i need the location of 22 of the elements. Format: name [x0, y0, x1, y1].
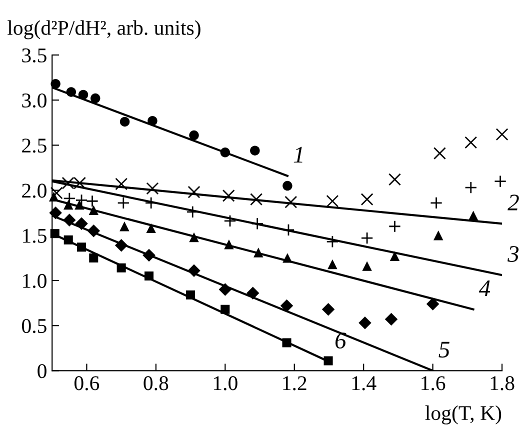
y-tick-label: 3.0 [22, 93, 46, 108]
y-tick-label: 0.5 [22, 318, 46, 334]
x-tick-label: 0.8 [144, 376, 168, 390]
y-tick-label: 3.5 [22, 48, 46, 63]
x-tick-label: 1.6 [422, 376, 446, 390]
x-axis-title: log(T, K) [425, 405, 502, 424]
x-tick-label: 1.2 [283, 376, 306, 390]
x-tick-label: 0.6 [74, 376, 100, 390]
y-axis-title: log(d²P/dH², arb. units) [8, 20, 200, 40]
annotation: 1 [294, 146, 302, 163]
y-tick-label: 0 [38, 364, 46, 378]
annotation: 5 [438, 342, 450, 358]
annotation: 2 [508, 194, 519, 210]
annotation: 3 [508, 246, 519, 262]
x-tick-label: 1.4 [352, 376, 376, 390]
x-tick-label: 1.8 [490, 376, 514, 390]
annotation: 4 [478, 280, 490, 296]
y-tick-label: 1.5 [23, 228, 46, 243]
x-tick-label: 1.0 [214, 376, 238, 390]
y-tick-label: 2.5 [22, 138, 46, 153]
y-tick-label: 1.0 [23, 274, 46, 288]
y-tick-label: 2.0 [22, 184, 46, 198]
